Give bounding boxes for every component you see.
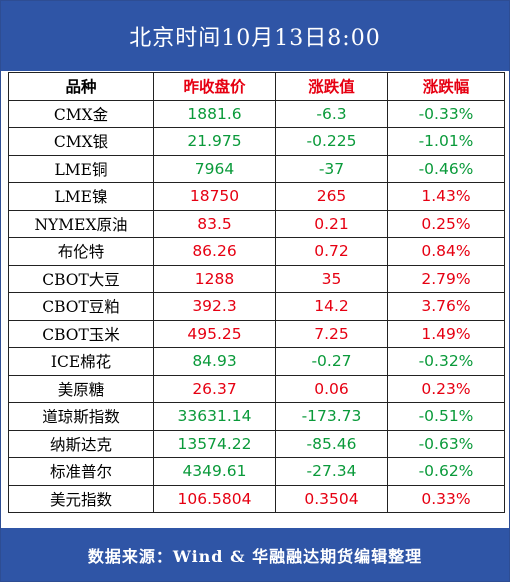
prev-close-value: 495.25 — [153, 319, 276, 348]
prev-close-value: 1881.6 — [153, 99, 276, 128]
table-row: CBOT玉米 495.25 7.25 1.49% — [8, 319, 505, 348]
instrument-name: 布伦特 — [8, 237, 154, 266]
change-pct-value: 0.33% — [387, 484, 505, 513]
prev-close-value: 7964 — [153, 154, 276, 183]
table-row: CBOT豆粕 392.3 14.2 3.76% — [8, 292, 505, 321]
change-pct-value: -0.51% — [387, 402, 505, 431]
table-row: NYMEX原油 83.5 0.21 0.25% — [8, 209, 505, 238]
change-pct-value: 1.49% — [387, 319, 505, 348]
table-row: 标准普尔 4349.61 -27.34 -0.62% — [8, 457, 505, 486]
change-value: -85.46 — [275, 429, 388, 458]
change-pct-value: 2.79% — [387, 264, 505, 293]
prev-close-value: 86.26 — [153, 237, 276, 266]
table-row: 道琼斯指数 33631.14 -173.73 -0.51% — [8, 402, 505, 431]
instrument-name: 标准普尔 — [8, 457, 154, 486]
change-value: -0.225 — [275, 127, 388, 156]
change-pct-value: -0.63% — [387, 429, 505, 458]
instrument-name: LME铜 — [8, 154, 154, 183]
instrument-name: LME镍 — [8, 182, 154, 211]
change-pct-value: 1.43% — [387, 182, 505, 211]
header-change: 涨跌值 — [275, 72, 388, 101]
table-row: LME铜 7964 -37 -0.46% — [8, 154, 505, 183]
change-value: 0.21 — [275, 209, 388, 238]
change-pct-value: -1.01% — [387, 127, 505, 156]
change-value: 14.2 — [275, 292, 388, 321]
instrument-name: 美原糖 — [8, 374, 154, 403]
instrument-name: 纳斯达克 — [8, 429, 154, 458]
change-value: 7.25 — [275, 319, 388, 348]
change-pct-value: -0.46% — [387, 154, 505, 183]
change-value: -0.27 — [275, 347, 388, 376]
table-row: CMX银 21.975 -0.225 -1.01% — [8, 127, 505, 156]
instrument-name: 道琼斯指数 — [8, 402, 154, 431]
change-value: -37 — [275, 154, 388, 183]
table-row: 美元指数 106.5804 0.3504 0.33% — [8, 484, 505, 513]
instrument-name: NYMEX原油 — [8, 209, 154, 238]
instrument-name: CMX银 — [8, 127, 154, 156]
prev-close-value: 13574.22 — [153, 429, 276, 458]
page-title: 北京时间10月13日8:00 — [1, 1, 509, 71]
header-prev-close: 昨收盘价 — [153, 72, 276, 101]
change-value: -6.3 — [275, 99, 388, 128]
change-pct-value: 0.23% — [387, 374, 505, 403]
instrument-name: CBOT大豆 — [8, 264, 154, 293]
prev-close-value: 4349.61 — [153, 457, 276, 486]
change-pct-value: 0.84% — [387, 237, 505, 266]
change-value: 0.06 — [275, 374, 388, 403]
table-row: 纳斯达克 13574.22 -85.46 -0.63% — [8, 429, 505, 458]
table-row: CMX金 1881.6 -6.3 -0.33% — [8, 99, 505, 128]
header-name: 品种 — [8, 72, 154, 101]
prev-close-value: 392.3 — [153, 292, 276, 321]
change-value: 0.3504 — [275, 484, 388, 513]
change-value: -27.34 — [275, 457, 388, 486]
prev-close-value: 1288 — [153, 264, 276, 293]
instrument-name: CBOT玉米 — [8, 319, 154, 348]
table-body: CMX金 1881.6 -6.3 -0.33% CMX银 21.975 -0.225 -1.0… — [8, 99, 505, 513]
instrument-name: CBOT豆粕 — [8, 292, 154, 321]
prev-close-value: 21.975 — [153, 127, 276, 156]
prev-close-value: 84.93 — [153, 347, 276, 376]
table-row: CBOT大豆 1288 35 2.79% — [8, 264, 505, 293]
instrument-name: 美元指数 — [8, 484, 154, 513]
prev-close-value: 83.5 — [153, 209, 276, 238]
prev-close-value: 18750 — [153, 182, 276, 211]
change-value: 35 — [275, 264, 388, 293]
prev-close-value: 33631.14 — [153, 402, 276, 431]
instrument-name: CMX金 — [8, 99, 154, 128]
change-pct-value: -0.32% — [387, 347, 505, 376]
table-row: 布伦特 86.26 0.72 0.84% — [8, 237, 505, 266]
change-pct-value: -0.33% — [387, 99, 505, 128]
table-header-row: 品种 昨收盘价 涨跌值 涨跌幅 — [8, 72, 505, 101]
header-change-pct: 涨跌幅 — [387, 72, 505, 101]
prev-close-value: 26.37 — [153, 374, 276, 403]
table-row: 美原糖 26.37 0.06 0.23% — [8, 374, 505, 403]
instrument-name: ICE棉花 — [8, 347, 154, 376]
change-value: 0.72 — [275, 237, 388, 266]
change-pct-value: 3.76% — [387, 292, 505, 321]
change-pct-value: -0.62% — [387, 457, 505, 486]
quote-table: 品种 昨收盘价 涨跌值 涨跌幅 CMX金 1881.6 -6.3 -0.33% CMX银… — [8, 72, 505, 513]
change-value: -173.73 — [275, 402, 388, 431]
change-pct-value: 0.25% — [387, 209, 505, 238]
table-row: ICE棉花 84.93 -0.27 -0.32% — [8, 347, 505, 376]
source-footer: 数据来源：Wind & 华融融达期货编辑整理 — [1, 528, 509, 581]
change-value: 265 — [275, 182, 388, 211]
prev-close-value: 106.5804 — [153, 484, 276, 513]
table-row: LME镍 18750 265 1.43% — [8, 182, 505, 211]
